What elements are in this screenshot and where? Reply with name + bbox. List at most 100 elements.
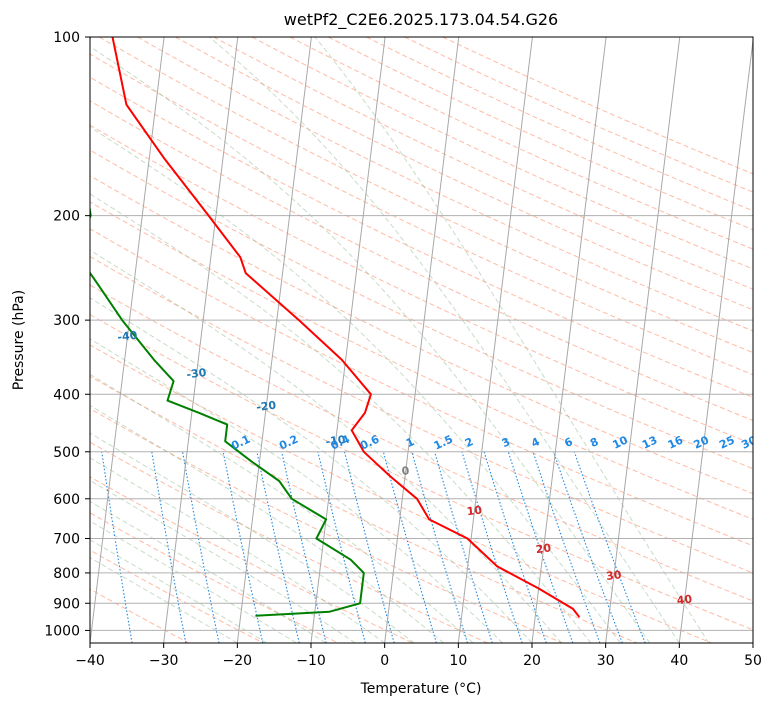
moist-adiabat (90, 297, 533, 643)
plot-frame (89, 36, 754, 644)
isotherm (236, 37, 312, 643)
dry-adiabat (90, 100, 753, 422)
moist-adiabat (90, 126, 621, 643)
moist-adiabat (208, 37, 680, 643)
y-tick-label: 200 (53, 209, 80, 225)
moist-adiabat (90, 557, 238, 643)
isotherm-label: 30 (605, 568, 622, 583)
x-tick-label: −40 (75, 653, 105, 669)
isotherm (384, 37, 460, 643)
moist-adiabat (90, 539, 268, 643)
mixing-ratio-label: 10 (611, 433, 631, 451)
isotherm-label: -10 (325, 433, 347, 448)
mixing-ratio-line (483, 451, 547, 643)
dry-adiabat (90, 441, 488, 643)
isotherm (90, 37, 91, 45)
x-tick-label: 40 (670, 653, 688, 669)
chart-title: wetPf2_C2E6.2025.173.04.54.G26 (284, 10, 558, 30)
dry-adiabat (90, 76, 753, 398)
mixing-ratio-line (256, 451, 300, 643)
y-tick-label: 100 (53, 30, 80, 46)
temperature-profile (111, 37, 581, 618)
dry-adiabat (90, 284, 753, 602)
mixing-ratio-label: 30 (739, 433, 759, 451)
x-tick-label: −20 (223, 653, 253, 669)
x-tick-label: 0 (380, 653, 389, 669)
mixing-ratio-line (507, 451, 574, 643)
mixing-ratio-line (532, 451, 601, 643)
line-labels: -100-90-80-70-60-50-40-30-20-10010203040… (0, 238, 775, 608)
isotherm (605, 37, 681, 643)
dry-adiabat (99, 37, 753, 354)
isotherm (163, 37, 239, 643)
moist-adiabat (90, 249, 562, 643)
y-tick-label: 500 (53, 445, 80, 461)
isotherm-label: 10 (466, 503, 483, 518)
isotherm-label: -40 (117, 329, 139, 344)
y-tick-label: 1000 (44, 623, 80, 639)
mixing-ratio-line (222, 451, 264, 643)
moist-adiabat (90, 45, 651, 643)
isotherm-label: -30 (186, 366, 208, 381)
mixing-ratio-label: 13 (640, 433, 659, 451)
x-tick-label: −30 (149, 653, 179, 669)
moist-adiabat (90, 479, 356, 643)
x-tick-label: 50 (744, 653, 762, 669)
dry-adiabat (90, 149, 753, 470)
mixing-ratio-line (434, 451, 493, 643)
mixing-ratio-line (552, 451, 623, 643)
y-tick-label: 300 (53, 313, 80, 329)
isotherm-label: 20 (535, 541, 552, 556)
x-tick-label: 30 (597, 653, 615, 669)
dry-adiabat (90, 228, 753, 547)
y-tick-label: 800 (53, 566, 80, 582)
isotherm (678, 37, 753, 643)
dry-adiabat (90, 375, 638, 643)
dewpoint-profile (90, 204, 365, 617)
mixing-ratio-line (461, 451, 523, 643)
moist-adiabat (90, 520, 297, 643)
dry-adiabat (404, 37, 753, 193)
dry-adiabat (90, 256, 753, 574)
dry-adiabat (90, 408, 563, 643)
y-tick-label: 700 (53, 532, 80, 548)
dry-adiabat (251, 37, 753, 270)
x-axis-label: Temperature (°C) (360, 681, 482, 697)
mixing-ratio-line (343, 451, 395, 643)
dry-adiabat (90, 124, 753, 445)
isotherm-label: -50 (48, 285, 70, 300)
dry-adiabat (90, 476, 414, 643)
isotherm-label: -20 (255, 399, 277, 414)
dry-adiabat (328, 37, 753, 231)
isotherm (531, 37, 607, 643)
mixing-ratio-line (573, 451, 646, 643)
moist-adiabat (90, 457, 385, 643)
x-tick-label: −10 (296, 653, 326, 669)
mixing-ratio-line (411, 451, 469, 643)
profile-lines (90, 37, 581, 618)
dry-adiabat (90, 175, 753, 495)
moist-adiabat (90, 193, 592, 643)
mixing-ratio-line (382, 451, 437, 643)
y-axis-label: Pressure (hPa) (11, 290, 27, 390)
mixing-ratio-line (317, 451, 366, 643)
mixing-ratio-line (281, 451, 327, 643)
mixing-ratio-label: 20 (692, 433, 712, 451)
axes: −40 −30 −20 −10 0 10 20 30 40 5010020030040050060… (44, 30, 762, 669)
mixing-ratio-label: 16 (666, 433, 686, 451)
mixing-ratio-line (182, 451, 220, 643)
y-tick-label: 900 (53, 596, 80, 612)
background-lines (90, 37, 753, 643)
dry-adiabat (90, 344, 712, 643)
moist-adiabat (314, 37, 710, 643)
dry-adiabat (175, 37, 753, 311)
mixing-ratio-label: 25 (717, 433, 736, 451)
dry-adiabat (90, 314, 753, 631)
isotherm-label: -60 (0, 238, 2, 253)
x-tick-label: 20 (523, 653, 541, 669)
isotherm (752, 638, 753, 643)
isotherm-label: 0 (401, 464, 411, 478)
mixing-ratio-label: 36 (762, 433, 775, 451)
isotherm-label: 40 (676, 592, 693, 607)
